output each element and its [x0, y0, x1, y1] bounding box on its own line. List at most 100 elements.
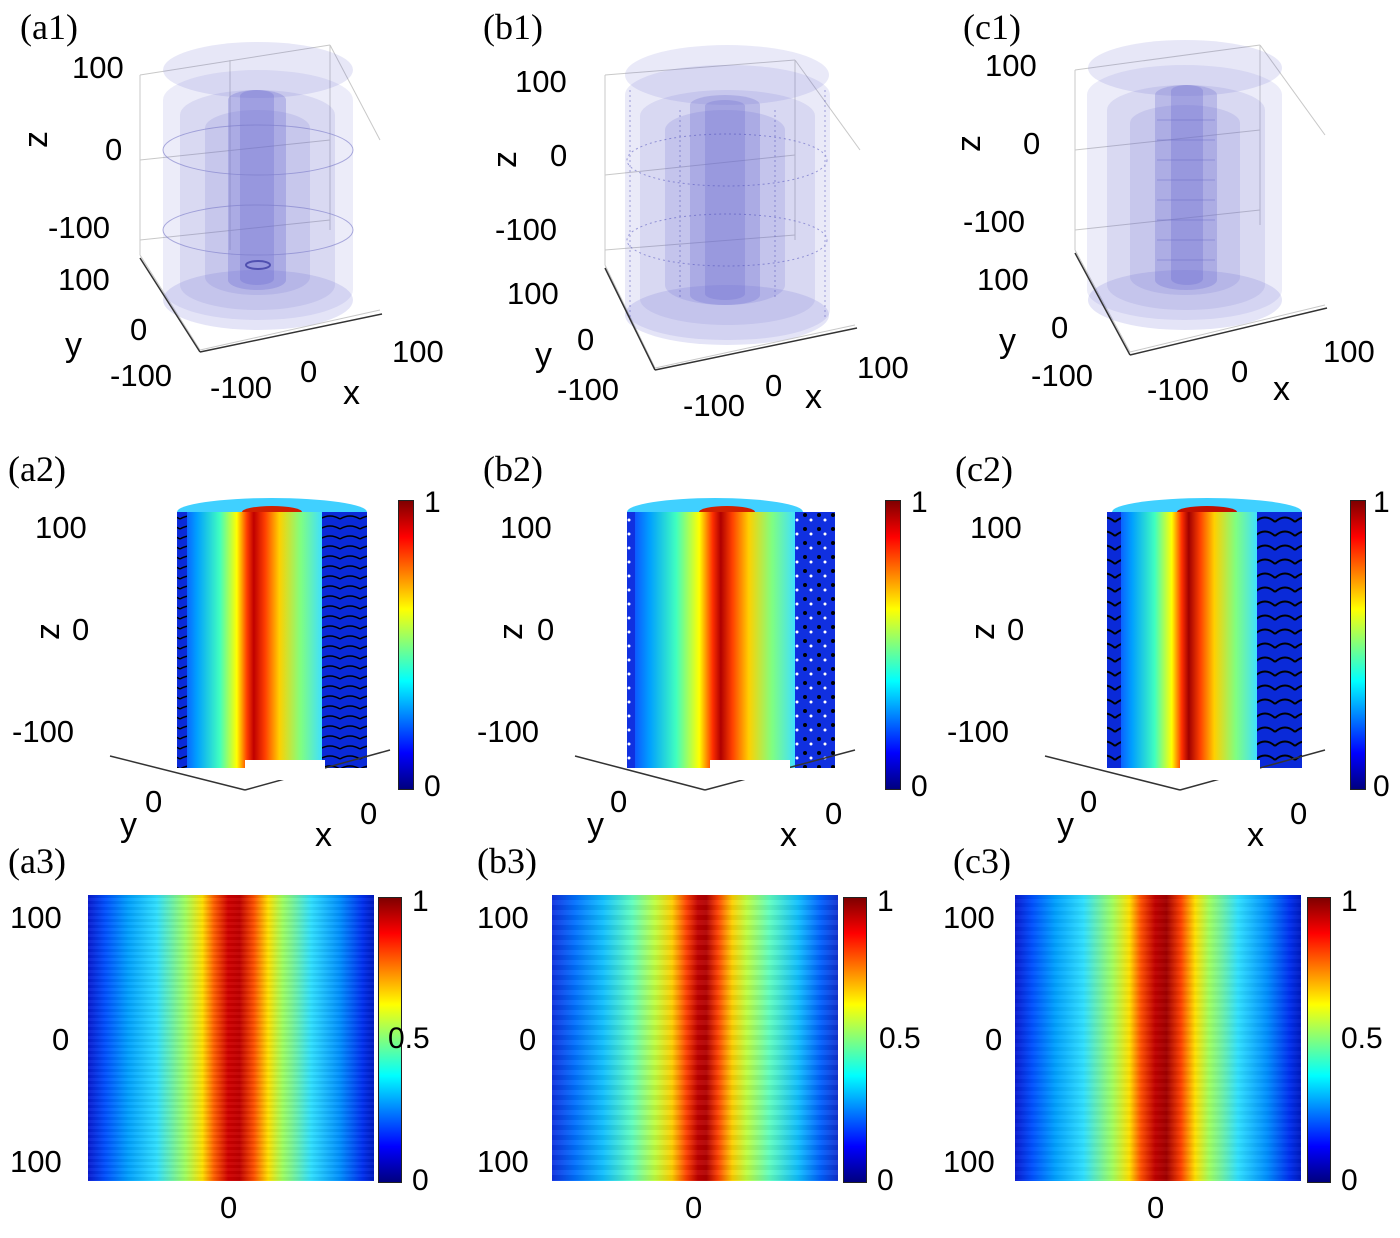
x-tick-right: 100: [1323, 334, 1375, 369]
x-axis-label: x: [780, 816, 797, 854]
z-tick-mid: 0: [72, 612, 90, 647]
y-tick-mid: 0: [577, 322, 595, 357]
z-tick-top: 100: [970, 510, 1022, 545]
x-tick-mid: 0: [765, 368, 783, 403]
x-tick: 0: [685, 1190, 703, 1225]
colorbar-max: 1: [412, 885, 429, 918]
y-axis-label: y: [587, 806, 604, 844]
panel-label: (a2): [8, 449, 66, 489]
colorbar-min: 0: [911, 770, 928, 803]
y-axis-label: y: [535, 336, 552, 374]
x-axis-label: x: [315, 816, 332, 854]
x-tick-left: -100: [210, 370, 273, 405]
x-axis-label: x: [343, 374, 360, 412]
z-tick-top: 100: [35, 510, 87, 545]
panel-b2: (b2) 100 0 -100 z 0 y 0 x: [465, 440, 928, 860]
colorbar: [885, 500, 901, 790]
z-axis-label: z: [950, 135, 988, 152]
y-tick-bot: -100: [110, 358, 173, 393]
panel-a1: (a1) 100 0 -100 z 100 0 -100 y: [0, 0, 460, 412]
z-tick-mid: 0: [550, 138, 568, 173]
y-tick-bot: 100: [10, 1144, 62, 1179]
z-axis-label: z: [964, 623, 1002, 640]
z-tick-top: 100: [500, 510, 552, 545]
colorbar: [843, 897, 867, 1183]
heatmap: [1015, 895, 1301, 1181]
y-tick-mid: 0: [985, 1022, 1003, 1057]
y-tick-mid: 0: [130, 312, 148, 347]
z-tick-mid: 0: [1007, 612, 1025, 647]
y-axis-label: y: [999, 322, 1016, 360]
x-tick-right: 100: [857, 350, 909, 385]
colorbar-max: 1: [424, 486, 441, 519]
panel-c3: (c3) 100 0 100 0 1 0.5 0: [935, 830, 1395, 1238]
heatmap: [88, 895, 374, 1181]
panel-b1: (b1) 100 0 -100 z 100 0 -100 y: [465, 0, 925, 423]
y-axis-label: y: [120, 806, 137, 844]
z-tick-top: 100: [985, 48, 1037, 83]
y-tick-top: 100: [477, 900, 529, 935]
z-tick-top: 100: [72, 50, 124, 85]
y-tick-bot: 100: [943, 1144, 995, 1179]
z-tick-mid: 0: [537, 612, 555, 647]
panel-label: (a3): [8, 841, 66, 881]
volume-plot: [604, 45, 861, 371]
z-axis-label: z: [17, 131, 55, 148]
panel-label: (c3): [953, 841, 1011, 881]
y-tick-bot: -100: [1031, 358, 1094, 393]
panel-label: (b3): [477, 841, 537, 881]
x-tick: 0: [1147, 1190, 1165, 1225]
colorbar-min: 0: [1341, 1164, 1358, 1197]
colorbar-min: 0: [1373, 770, 1390, 803]
colorbar-min: 0: [424, 770, 441, 803]
panel-a3: (a3) 100 0 100 0 1 0.5 0: [0, 830, 460, 1238]
y-tick-mid: 0: [1051, 310, 1069, 345]
heatmap: [552, 895, 838, 1181]
x-tick: 0: [360, 796, 378, 831]
volume-plot: [139, 42, 383, 353]
z-tick-bot: -100: [48, 210, 111, 245]
y-tick-top: 100: [10, 900, 62, 935]
colorbar: [378, 897, 402, 1183]
panel-label: (a1): [20, 7, 78, 47]
panel-c2: (c2) 100 0 -100 z 0 y 0 x: [935, 440, 1395, 860]
colorbar-mid: 0.5: [1341, 1022, 1383, 1055]
x-tick-mid: 0: [1231, 354, 1249, 389]
panel-c1: (c1) 100 0 -100 z 100 0 -100: [935, 0, 1395, 412]
y-tick: 0: [145, 784, 163, 819]
z-tick-bot: -100: [12, 714, 75, 749]
colorbar: [1350, 500, 1366, 790]
colorbar: [1307, 897, 1331, 1183]
z-axis-label: z: [29, 623, 67, 640]
colorbar: [398, 500, 414, 790]
x-tick-left: -100: [683, 388, 746, 423]
panel-label: (c2): [955, 449, 1013, 489]
x-axis-label: x: [1273, 370, 1290, 408]
x-axis-label: x: [1247, 816, 1264, 854]
panel-b3: (b3) 100 0 100 0 1 0.5 0: [465, 830, 925, 1238]
x-axis-label: x: [805, 378, 822, 416]
panel-a2: (a2) 100 0 -100 z 0 y 0 x: [0, 440, 460, 860]
y-tick: 0: [610, 784, 628, 819]
cylinder-cut-plot: [574, 498, 856, 791]
y-tick: 0: [1080, 784, 1098, 819]
z-tick-bot: -100: [963, 204, 1026, 239]
z-axis-label: z: [492, 623, 530, 640]
x-tick: 0: [1290, 796, 1308, 831]
z-tick-top: 100: [515, 64, 567, 99]
colorbar-max: 1: [1373, 486, 1390, 519]
x-tick-mid: 0: [300, 354, 318, 389]
colorbar-max: 1: [877, 885, 894, 918]
y-tick-top: 100: [507, 276, 559, 311]
z-axis-label: z: [486, 151, 524, 168]
colorbar-min: 0: [412, 1164, 429, 1197]
y-tick-bot: 100: [477, 1144, 529, 1179]
z-tick-bot: -100: [477, 714, 540, 749]
colorbar-mid: 0.5: [388, 1022, 430, 1055]
y-tick-mid: 0: [519, 1022, 537, 1057]
y-tick-mid: 0: [52, 1022, 70, 1057]
z-tick-mid: 0: [105, 132, 123, 167]
y-axis-label: y: [1057, 806, 1074, 844]
colorbar-mid: 0.5: [879, 1022, 921, 1055]
x-tick: 0: [825, 796, 843, 831]
